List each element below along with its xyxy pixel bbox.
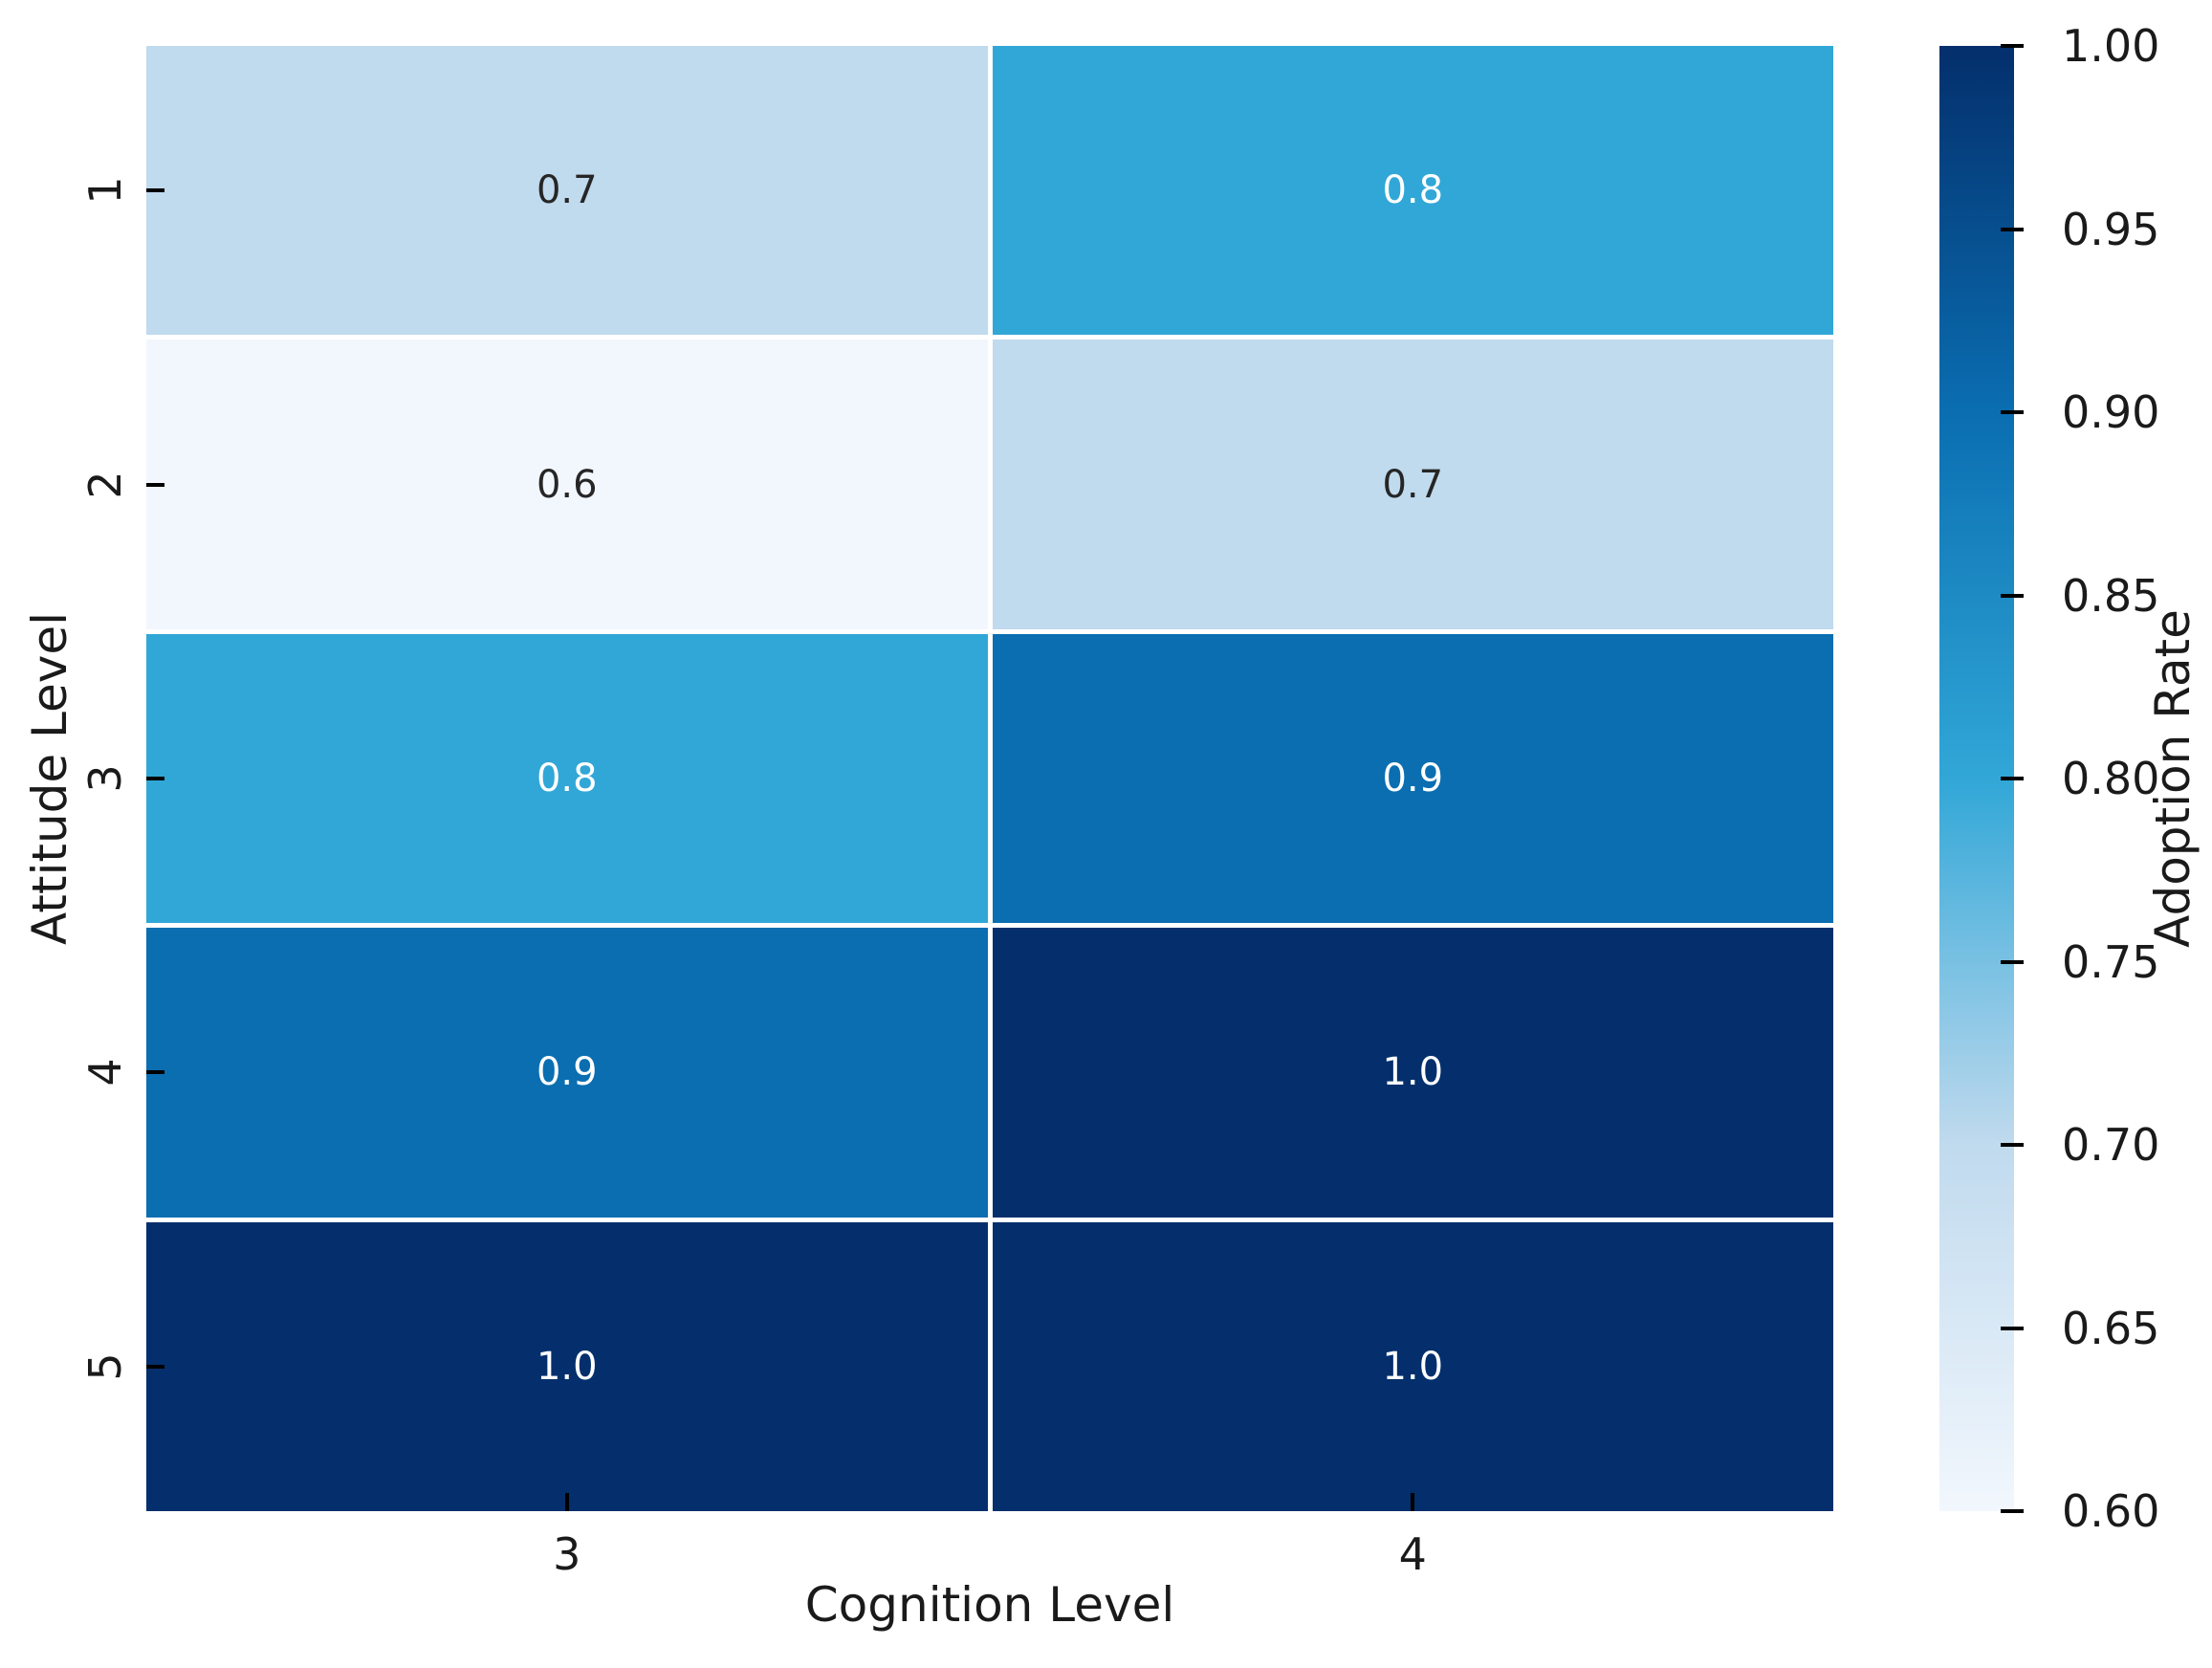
colorbar-tick-label: 0.95 [2062,203,2160,255]
cell-value-annotation: 0.8 [536,756,598,801]
colorbar-tick-mark [2001,1509,2024,1513]
colorbar-tick-mark [2001,1326,2024,1330]
heatmap-cell: 0.7 [146,46,988,336]
y-tick-mark [146,1364,164,1369]
y-tick-mark [146,777,164,780]
x-tick-mark [564,1493,569,1511]
colorbar-tick-mark [2001,593,2024,598]
cell-value-annotation: 1.0 [536,1344,598,1389]
colorbar-tick-mark [2001,410,2024,414]
colorbar-tick-label: 0.70 [2062,1119,2160,1171]
y-tick-mark [146,482,164,487]
cell-value-annotation: 0.9 [1382,756,1444,801]
cell-value-annotation: 0.9 [536,1050,598,1095]
x-tick-mark [1411,1493,1415,1511]
colorbar-tick-label: 0.60 [2062,1485,2160,1537]
colorbar-tick-label: 1.00 [2062,20,2160,72]
colorbar-tick-label: 0.90 [2062,386,2160,438]
x-tick-label: 4 [1398,1528,1427,1580]
y-tick-label: 1 [79,176,131,205]
heatmap-cell: 1.0 [146,1221,988,1511]
y-axis-label: Attitude Level [22,611,77,946]
colorbar-tick-mark [2001,1143,2024,1147]
heatmap-cell: 0.8 [992,46,1833,336]
y-tick-mark [146,1070,164,1075]
cell-value-annotation: 0.8 [1382,168,1444,213]
x-tick-label: 3 [553,1528,581,1580]
cell-value-annotation: 1.0 [1382,1050,1444,1095]
y-tick-mark [146,188,164,193]
colorbar-tick-mark [2001,959,2024,964]
cell-value-annotation: 0.7 [1382,462,1444,507]
colorbar-tick-mark [2001,777,2024,780]
heatmap-cell: 0.8 [146,633,988,924]
y-tick-label: 5 [79,1352,131,1381]
colorbar-tick-mark [2001,227,2024,231]
x-axis-label: Cognition Level [804,1577,1175,1633]
heatmap-cell: 0.7 [992,340,1833,629]
heatmap-cell: 0.9 [146,928,988,1218]
cell-value-annotation: 1.0 [1382,1344,1444,1389]
cell-value-annotation: 0.6 [536,462,598,507]
heatmap-cell: 0.6 [146,340,988,629]
cell-value-annotation: 0.7 [536,168,598,213]
heatmap-grid: 0.7 0.8 0.6 0.7 0.8 0.9 0.9 1.0 1.0 1.0 [146,46,1833,1511]
colorbar-tick-label: 0.85 [2062,569,2160,622]
heatmap-cell: 0.9 [992,633,1833,924]
y-tick-label: 4 [79,1058,131,1087]
y-tick-label: 2 [79,470,131,499]
y-tick-label: 3 [79,764,131,793]
colorbar-tick-label: 0.65 [2062,1302,2160,1354]
heatmap-cell: 1.0 [992,1221,1833,1511]
colorbar-tick-mark [2001,44,2024,48]
colorbar-tick-label: 0.80 [2062,753,2160,804]
heatmap-cell: 1.0 [992,928,1833,1218]
colorbar-tick-label: 0.75 [2062,935,2160,988]
